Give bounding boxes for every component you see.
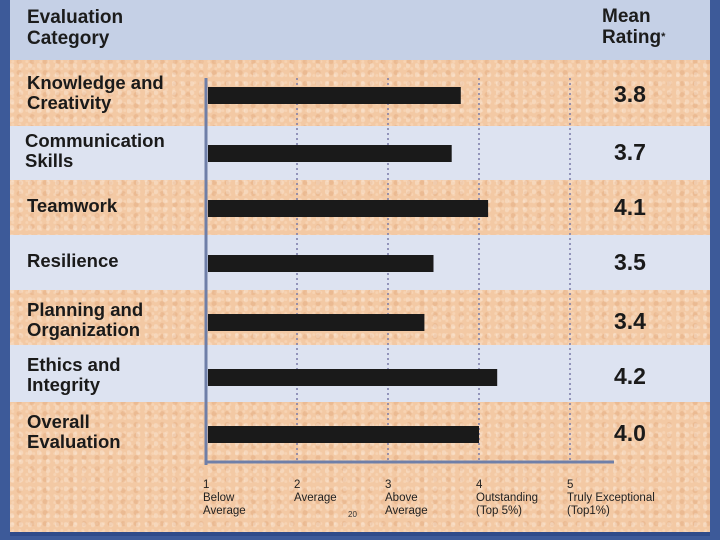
value-label: 3.5: [614, 249, 646, 275]
bar: [208, 255, 434, 272]
bar: [208, 426, 479, 443]
value-label: 3.7: [614, 139, 646, 165]
category-header: Evaluation Category: [27, 7, 124, 49]
category-label: Communication Skills: [25, 130, 165, 171]
x-tick-label: 3 Above Average: [385, 479, 428, 517]
category-label: Teamwork: [27, 195, 118, 216]
bar: [208, 87, 461, 104]
bar: [208, 314, 425, 331]
value-label: 4.1: [614, 194, 646, 220]
category-label: Resilience: [27, 250, 119, 271]
x-tick-label: 2 Average: [294, 479, 337, 504]
bar: [208, 369, 498, 386]
category-label: Planning and Organization: [27, 299, 144, 340]
category-label: Overall Evaluation: [27, 411, 121, 452]
bar: [208, 200, 489, 217]
rating-header-text: Mean Rating: [602, 6, 662, 48]
category-label: Knowledge and Creativity: [27, 72, 164, 113]
value-label: 4.0: [614, 420, 646, 446]
value-label: 4.2: [614, 363, 646, 389]
x-tick-label: 5 Truly Exceptional (Top1%): [567, 479, 655, 517]
value-label: 3.8: [614, 81, 646, 107]
page-number: 20: [348, 510, 357, 519]
x-tick-label: 4 Outstanding (Top 5%): [476, 479, 539, 517]
bar: [208, 145, 452, 162]
rating-header: Mean Rating*: [602, 6, 665, 48]
x-tick-label: 1 Below Average: [203, 479, 246, 517]
rating-asterisk: *: [661, 31, 666, 43]
header-band: [10, 0, 710, 60]
value-label: 3.4: [614, 308, 646, 334]
category-label: Ethics and Integrity: [27, 354, 121, 395]
